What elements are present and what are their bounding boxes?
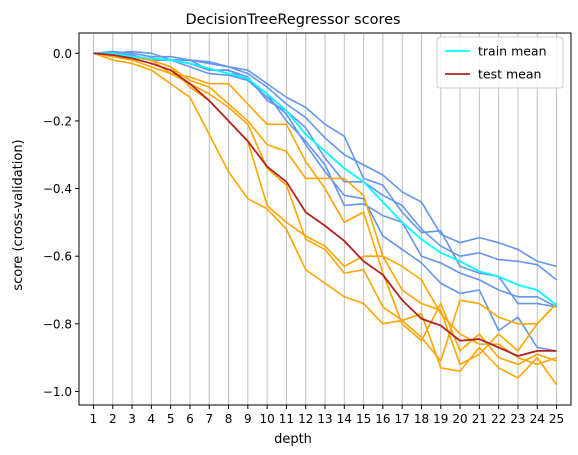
x-tick-label-6: 6 <box>186 412 194 426</box>
legend-label-train-mean: train mean <box>478 44 547 59</box>
series-lines <box>93 50 558 386</box>
series-line-0-train-mean <box>93 52 558 306</box>
x-tick-label-12: 12 <box>298 412 313 426</box>
x-tick-label-10: 10 <box>259 412 274 426</box>
x-tick-label-24: 24 <box>530 412 545 426</box>
legend-box <box>436 36 564 89</box>
x-tick-label-25: 25 <box>549 412 564 426</box>
x-tick-label-21: 21 <box>472 412 487 426</box>
series-line-3-train-fold <box>93 50 557 268</box>
x-tick-label-16: 16 <box>375 412 390 426</box>
y-tick-label-4: −0.8 <box>43 317 72 331</box>
y-axis-label: score (cross-validation) <box>11 139 26 290</box>
x-tick-label-5: 5 <box>167 412 175 426</box>
x-tick-label-19: 19 <box>433 412 448 426</box>
x-axis-ticks: 1 2 3 4 5 6 7 8 9 10 11 12 13 14 15 16 17 18 19 20 21 22 23 24 2… <box>90 405 564 426</box>
x-axis-label: depth <box>274 432 312 447</box>
y-axis-ticks: 0.0 −0.2 −0.4 −0.6 −0.8 −1.0 <box>43 47 79 399</box>
x-tick-label-9: 9 <box>244 412 252 426</box>
legend-label-test-mean: test mean <box>478 67 541 82</box>
x-tick-label-15: 15 <box>356 412 371 426</box>
x-tick-label-11: 11 <box>279 412 294 426</box>
legend: train mean test mean <box>436 36 564 89</box>
x-tick-label-23: 23 <box>510 412 525 426</box>
x-tick-label-17: 17 <box>395 412 410 426</box>
x-tick-label-20: 20 <box>452 412 467 426</box>
x-tick-label-1: 1 <box>90 412 98 426</box>
grid-lines <box>92 33 558 405</box>
series-line-1-test-mean <box>93 52 557 357</box>
x-tick-label-18: 18 <box>414 412 429 426</box>
x-tick-label-4: 4 <box>148 412 156 426</box>
x-tick-label-8: 8 <box>225 412 233 426</box>
y-tick-label-5: −1.0 <box>43 385 72 399</box>
x-tick-label-7: 7 <box>205 412 213 426</box>
series-line-9-test-fold <box>93 52 558 386</box>
x-tick-label-14: 14 <box>337 412 352 426</box>
chart-title: DecisionTreeRegressor scores <box>185 12 400 28</box>
y-tick-label-2: −0.4 <box>43 182 72 196</box>
y-tick-label-1: −0.2 <box>43 114 72 128</box>
y-tick-label-3: −0.6 <box>43 250 72 264</box>
x-tick-label-13: 13 <box>317 412 332 426</box>
series-line-10-test-fold <box>93 52 558 366</box>
series-line-11-test-fold <box>93 52 558 362</box>
x-tick-label-22: 22 <box>491 412 506 426</box>
x-tick-label-3: 3 <box>128 412 136 426</box>
y-tick-label-0: 0.0 <box>53 47 72 61</box>
x-tick-label-2: 2 <box>109 412 117 426</box>
